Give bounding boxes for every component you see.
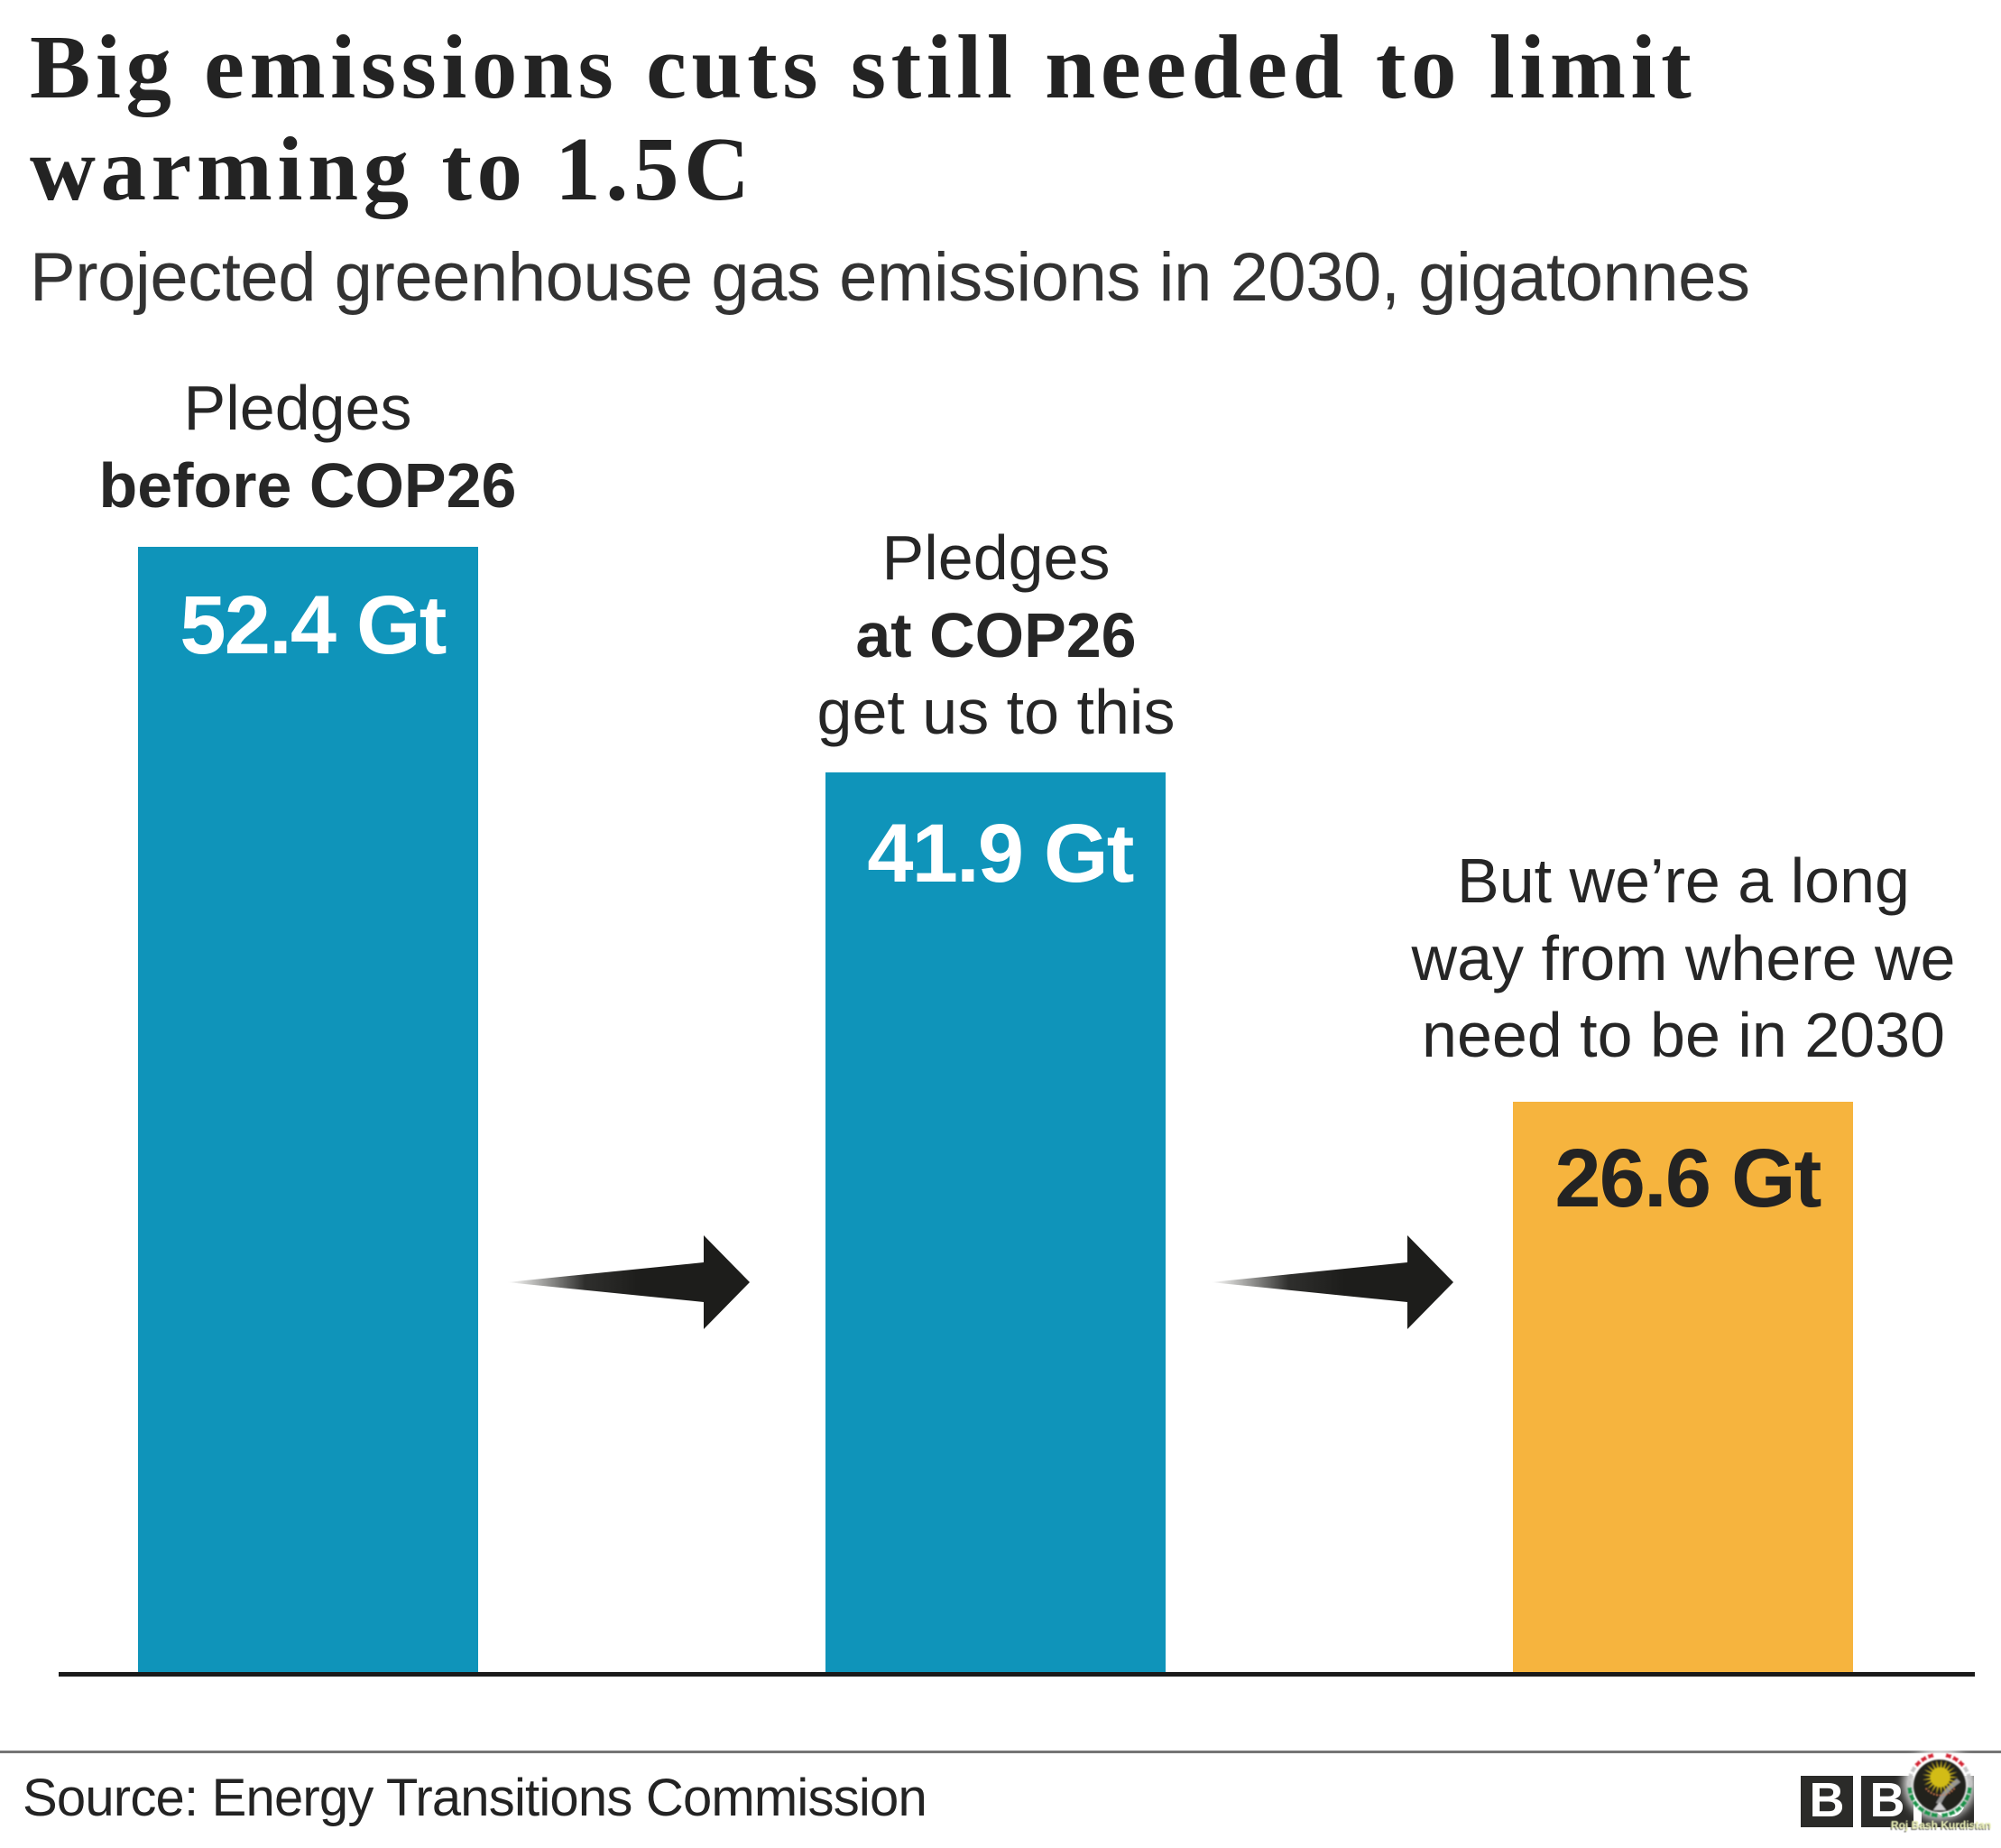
svg-text:Roj Bash Kurdistan: Roj Bash Kurdistan <box>1891 1819 1991 1832</box>
svg-text:Roj Bash Kurdistan: Roj Bash Kurdistan <box>1890 1820 1990 1833</box>
